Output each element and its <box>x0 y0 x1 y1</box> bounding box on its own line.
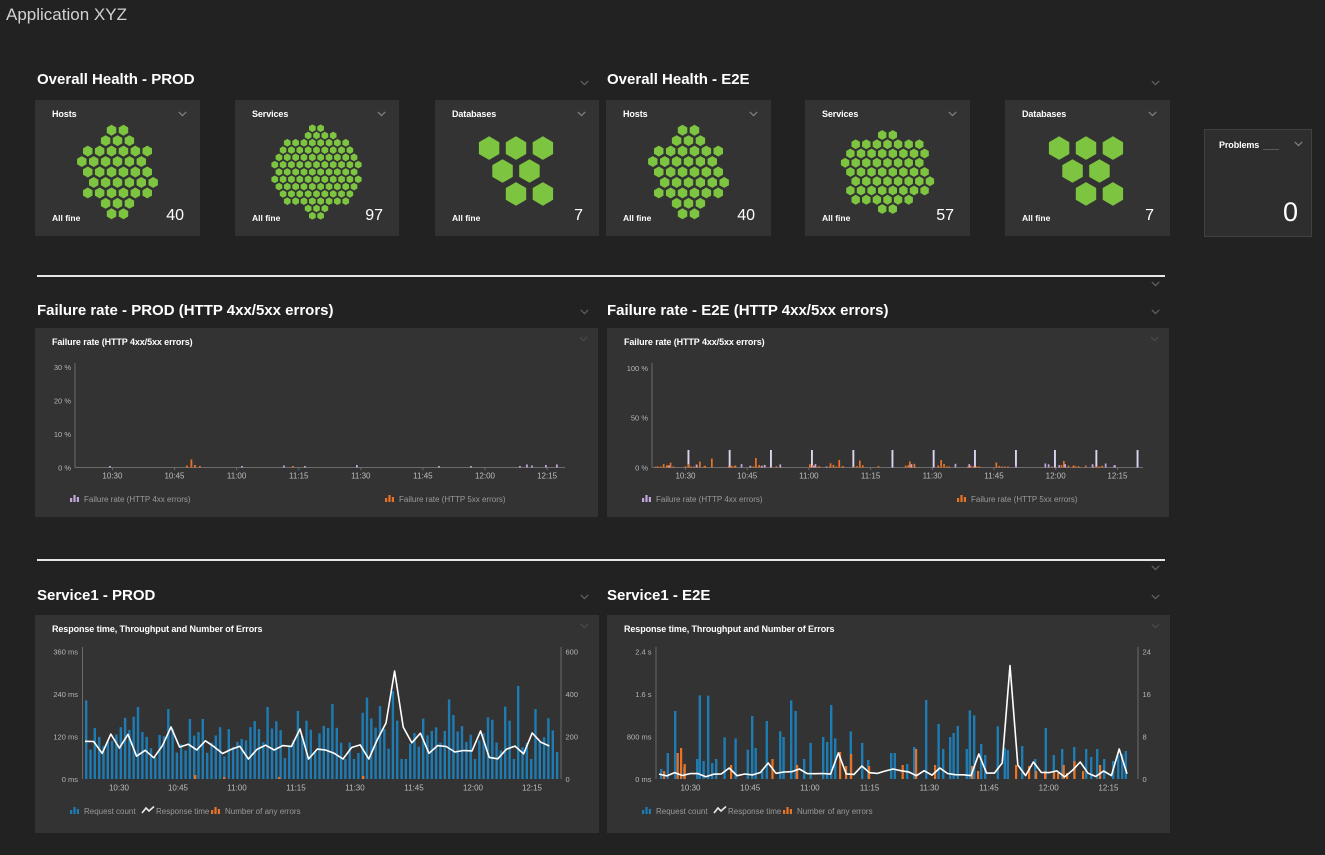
svg-text:400: 400 <box>566 690 579 699</box>
svg-text:12:00: 12:00 <box>1039 784 1060 793</box>
svg-text:12:00: 12:00 <box>1046 472 1067 481</box>
svg-text:0: 0 <box>566 775 570 784</box>
svg-text:11:15: 11:15 <box>289 472 309 481</box>
svg-text:11:00: 11:00 <box>799 472 819 481</box>
svg-text:1.6 s: 1.6 s <box>635 690 652 699</box>
svg-text:10:30: 10:30 <box>675 472 696 481</box>
svg-text:800 ms: 800 ms <box>627 733 652 742</box>
svg-text:Failure rate (HTTP 4xx errors): Failure rate (HTTP 4xx errors) <box>656 495 763 504</box>
svg-text:10:45: 10:45 <box>737 472 758 481</box>
svg-text:11:30: 11:30 <box>345 784 365 793</box>
svg-text:200: 200 <box>566 733 579 742</box>
svg-text:12:15: 12:15 <box>1107 472 1128 481</box>
svg-text:0 %: 0 % <box>635 463 648 472</box>
svg-text:11:15: 11:15 <box>860 784 880 793</box>
svg-text:240 ms: 240 ms <box>53 690 78 699</box>
svg-text:24: 24 <box>1143 648 1151 657</box>
svg-text:16: 16 <box>1143 690 1151 699</box>
svg-text:10:30: 10:30 <box>109 784 130 793</box>
svg-text:11:45: 11:45 <box>984 472 1004 481</box>
svg-text:11:30: 11:30 <box>920 784 940 793</box>
svg-text:10:45: 10:45 <box>740 784 761 793</box>
svg-text:2.4 s: 2.4 s <box>635 648 652 657</box>
svg-text:11:15: 11:15 <box>861 472 881 481</box>
svg-text:50 %: 50 % <box>631 414 648 423</box>
svg-text:100 %: 100 % <box>627 364 649 373</box>
svg-text:30 %: 30 % <box>54 363 71 372</box>
svg-text:Request count: Request count <box>84 807 136 816</box>
svg-text:11:45: 11:45 <box>413 472 433 481</box>
svg-text:10:30: 10:30 <box>680 784 701 793</box>
svg-text:11:45: 11:45 <box>979 784 999 793</box>
svg-text:12:00: 12:00 <box>463 784 484 793</box>
svg-text:12:15: 12:15 <box>537 472 558 481</box>
svg-text:11:00: 11:00 <box>227 784 247 793</box>
svg-text:Failure rate (HTTP 5xx errors): Failure rate (HTTP 5xx errors) <box>971 495 1078 504</box>
svg-text:0 %: 0 % <box>58 464 71 473</box>
svg-text:Request count: Request count <box>656 807 708 816</box>
svg-text:8: 8 <box>1143 733 1147 742</box>
svg-text:10:45: 10:45 <box>164 472 185 481</box>
svg-text:Number of any errors: Number of any errors <box>225 807 301 816</box>
svg-text:11:15: 11:15 <box>286 784 306 793</box>
svg-text:11:30: 11:30 <box>923 472 943 481</box>
svg-text:11:00: 11:00 <box>800 784 820 793</box>
svg-text:12:15: 12:15 <box>1098 784 1119 793</box>
svg-text:600: 600 <box>566 648 579 657</box>
svg-text:11:30: 11:30 <box>351 472 371 481</box>
svg-text:Response time: Response time <box>728 807 782 816</box>
svg-text:0: 0 <box>1143 775 1147 784</box>
svg-text:10:30: 10:30 <box>102 472 123 481</box>
svg-text:Response time: Response time <box>156 807 210 816</box>
svg-text:0 ms: 0 ms <box>635 775 652 784</box>
svg-text:10:45: 10:45 <box>168 784 189 793</box>
svg-text:360 ms: 360 ms <box>53 648 78 657</box>
svg-text:Number of any errors: Number of any errors <box>797 807 873 816</box>
svg-text:120 ms: 120 ms <box>53 733 78 742</box>
svg-text:12:15: 12:15 <box>522 784 543 793</box>
svg-text:Failure rate (HTTP 5xx errors): Failure rate (HTTP 5xx errors) <box>399 495 506 504</box>
svg-text:10 %: 10 % <box>54 430 71 439</box>
svg-text:11:00: 11:00 <box>227 472 247 481</box>
svg-text:0 ms: 0 ms <box>62 775 79 784</box>
svg-text:12:00: 12:00 <box>475 472 496 481</box>
svg-text:Failure rate (HTTP 4xx errors): Failure rate (HTTP 4xx errors) <box>84 495 191 504</box>
svg-text:11:45: 11:45 <box>404 784 424 793</box>
svg-text:20 %: 20 % <box>54 397 71 406</box>
